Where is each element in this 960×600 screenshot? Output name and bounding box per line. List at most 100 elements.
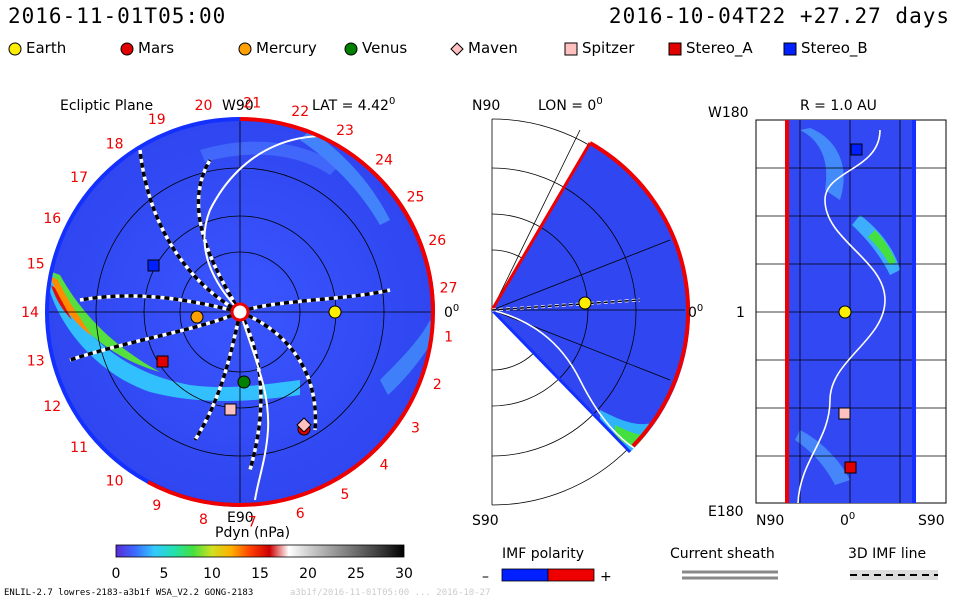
earth-marker-radial [838, 305, 852, 319]
imf-minus: – [482, 569, 489, 585]
run-time: 2016-11-01T05:00 [8, 4, 227, 28]
meridional-right-label: 00 [688, 303, 703, 321]
spitzer-marker-radial [838, 407, 851, 420]
day-label: 4 [380, 458, 389, 474]
colorbar: Pdyn (nPa) 0 5 10 15 20 25 30 [112, 525, 413, 582]
legend-label: Maven [468, 39, 518, 57]
legend-item-mercury: Mercury [238, 38, 317, 58]
day-label: 7 [248, 515, 257, 531]
spitzer-marker [224, 403, 237, 416]
imf-polarity-key: IMF polarity – + [482, 546, 612, 585]
day-label: 25 [407, 190, 425, 206]
day-label: 24 [375, 152, 393, 168]
legend-label: Mars [138, 39, 175, 57]
legend-label: Spitzer [582, 39, 635, 57]
imf-line-key: 3D IMF line [848, 546, 938, 580]
stereo-b-marker [147, 259, 160, 272]
day-label: 1 [444, 329, 453, 345]
day-label: 15 [27, 257, 45, 273]
earth-marker-meridional [578, 296, 592, 310]
imf-positive-swatch [547, 568, 595, 582]
ecliptic-right-label: 00 [444, 303, 459, 321]
ecliptic-stream-red [51, 285, 72, 320]
ecliptic-lat: LAT = 4.420 [312, 96, 395, 114]
model-credit: ENLIL-2.7 lowres-2183-a3b1f WSA_V2.2 GON… [4, 588, 254, 598]
day-label: 23 [336, 123, 354, 139]
colorbar-tick-label: 20 [299, 566, 317, 582]
spiral-lines-dashed [69, 149, 391, 471]
colorbar-tick-label: 25 [347, 566, 365, 582]
day-label: 3 [411, 420, 420, 436]
legend-label: Stereo_B [801, 39, 868, 57]
reference-time: 2016-10-04T22 +27.27 days [608, 4, 950, 28]
day-label: 9 [152, 498, 161, 514]
imf-polarity-title: IMF polarity [502, 546, 584, 562]
sun-marker [230, 302, 250, 322]
legend-label: Stereo_A [686, 39, 753, 57]
day-label: 19 [148, 112, 166, 128]
radial-bottom-left: E180 [708, 504, 744, 520]
stereo-a-marker [156, 355, 169, 368]
meridional-top-label: N90 [472, 98, 500, 114]
meridional-title: LON = 00 [538, 96, 603, 114]
day-label: 27 [440, 281, 458, 297]
legend-item-venus: Venus [344, 38, 407, 58]
ecliptic-stream-green [52, 272, 160, 372]
imf-plus: + [600, 569, 612, 585]
colorbar-tick-label: 0 [112, 566, 121, 582]
ecliptic-title: Ecliptic Plane [60, 98, 153, 114]
stereo-b-symbol-icon [783, 42, 797, 55]
day-label: 21 [243, 95, 261, 111]
earth-symbol-icon [8, 42, 22, 55]
legend-item-earth: Earth [8, 38, 66, 58]
stereo-a-symbol-icon [668, 42, 682, 55]
current-sheath-key: Current sheath [670, 546, 778, 580]
spitzer-symbol-icon [564, 42, 578, 55]
day-label: 8 [199, 512, 208, 528]
mars-symbol-icon [120, 42, 134, 55]
colorbar-tick-label: 10 [203, 566, 221, 582]
ecliptic-stream-outer [48, 270, 300, 401]
model-credit-faded: a3b1f/2016-11-01T05:00 ... 2016-10-27 [290, 588, 491, 598]
current-sheath-title: Current sheath [670, 546, 775, 562]
meridional-bottom-label: S90 [472, 513, 499, 529]
radial-title: R = 1.0 AU [800, 98, 877, 114]
legend-label: Earth [26, 39, 67, 57]
day-label: 18 [106, 137, 124, 153]
day-label: 6 [296, 506, 305, 522]
radial-mid-left: 1 [736, 305, 745, 321]
legend-item-spitzer: Spitzer [564, 38, 634, 58]
meridional-panel: N90 LON = 00 S90 00 [472, 96, 703, 529]
legend-label: Mercury [256, 39, 317, 57]
radial-x-mid: 00 [840, 511, 855, 529]
day-label: 11 [70, 440, 88, 456]
day-label: 12 [43, 399, 61, 415]
imf-3d-title: 3D IMF line [848, 546, 926, 562]
day-label: 16 [43, 211, 61, 227]
day-label: 13 [27, 353, 45, 369]
venus-symbol-icon [344, 42, 358, 55]
legend-item-mars: Mars [120, 38, 174, 58]
day-label: 2 [433, 377, 442, 393]
colorbar-title: Pdyn (nPa) [215, 525, 290, 541]
legend-item-stereo-a: Stereo_A [668, 38, 753, 58]
ecliptic-stream-orange [50, 276, 92, 336]
meridional-wedge [492, 143, 691, 452]
radial-x-right: S90 [918, 513, 945, 529]
day-label: 17 [70, 170, 88, 186]
maven-marker [296, 417, 312, 433]
ecliptic-bottom-label: E90 [227, 510, 254, 526]
radial-panel: R = 1.0 AU W180 1 E180 N90 00 S90 [708, 98, 947, 529]
colorbar-tick-label: 30 [395, 566, 413, 582]
day-label: 10 [106, 473, 124, 489]
legend-label: Venus [362, 39, 408, 57]
day-label: 14 [21, 305, 39, 321]
day-label: 5 [341, 487, 350, 503]
ecliptic-top-label: W90 [222, 98, 254, 114]
day-label: 26 [428, 233, 446, 249]
legend-item-maven: Maven [450, 38, 518, 58]
mercury-symbol-icon [238, 42, 252, 55]
colorbar-tick-label: 15 [251, 566, 269, 582]
